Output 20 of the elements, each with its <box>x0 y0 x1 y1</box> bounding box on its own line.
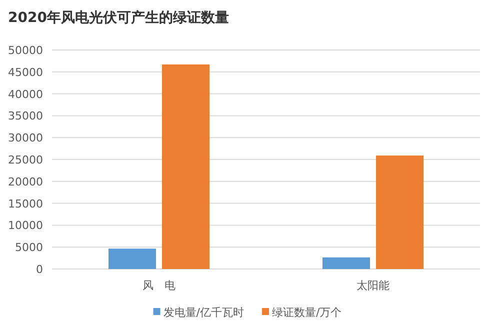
y-tick-label: 20000 <box>8 175 43 188</box>
y-tick-label: 50000 <box>8 44 43 57</box>
legend-label: 绿证数量/万个 <box>272 306 342 319</box>
y-tick-label: 35000 <box>8 110 43 123</box>
chart-title: 2020年风电光伏可产生的绿证数量 <box>8 9 229 26</box>
y-tick-label: 0 <box>36 263 43 276</box>
legend-label: 发电量/亿千瓦时 <box>163 306 244 319</box>
y-tick-label: 25000 <box>8 154 43 166</box>
x-tick-label: 太阳能 <box>356 279 390 292</box>
y-tick-label: 30000 <box>8 132 43 145</box>
bar <box>322 257 370 269</box>
y-tick-label: 45000 <box>8 66 43 79</box>
x-tick-label: 风 电 <box>142 279 176 292</box>
bar <box>108 248 156 269</box>
bar <box>162 64 210 269</box>
bar <box>376 156 424 269</box>
y-tick-label: 40000 <box>8 88 43 101</box>
y-tick-label: 5000 <box>15 241 43 254</box>
y-tick-label: 10000 <box>8 219 43 232</box>
y-tick-label: 15000 <box>8 197 43 210</box>
